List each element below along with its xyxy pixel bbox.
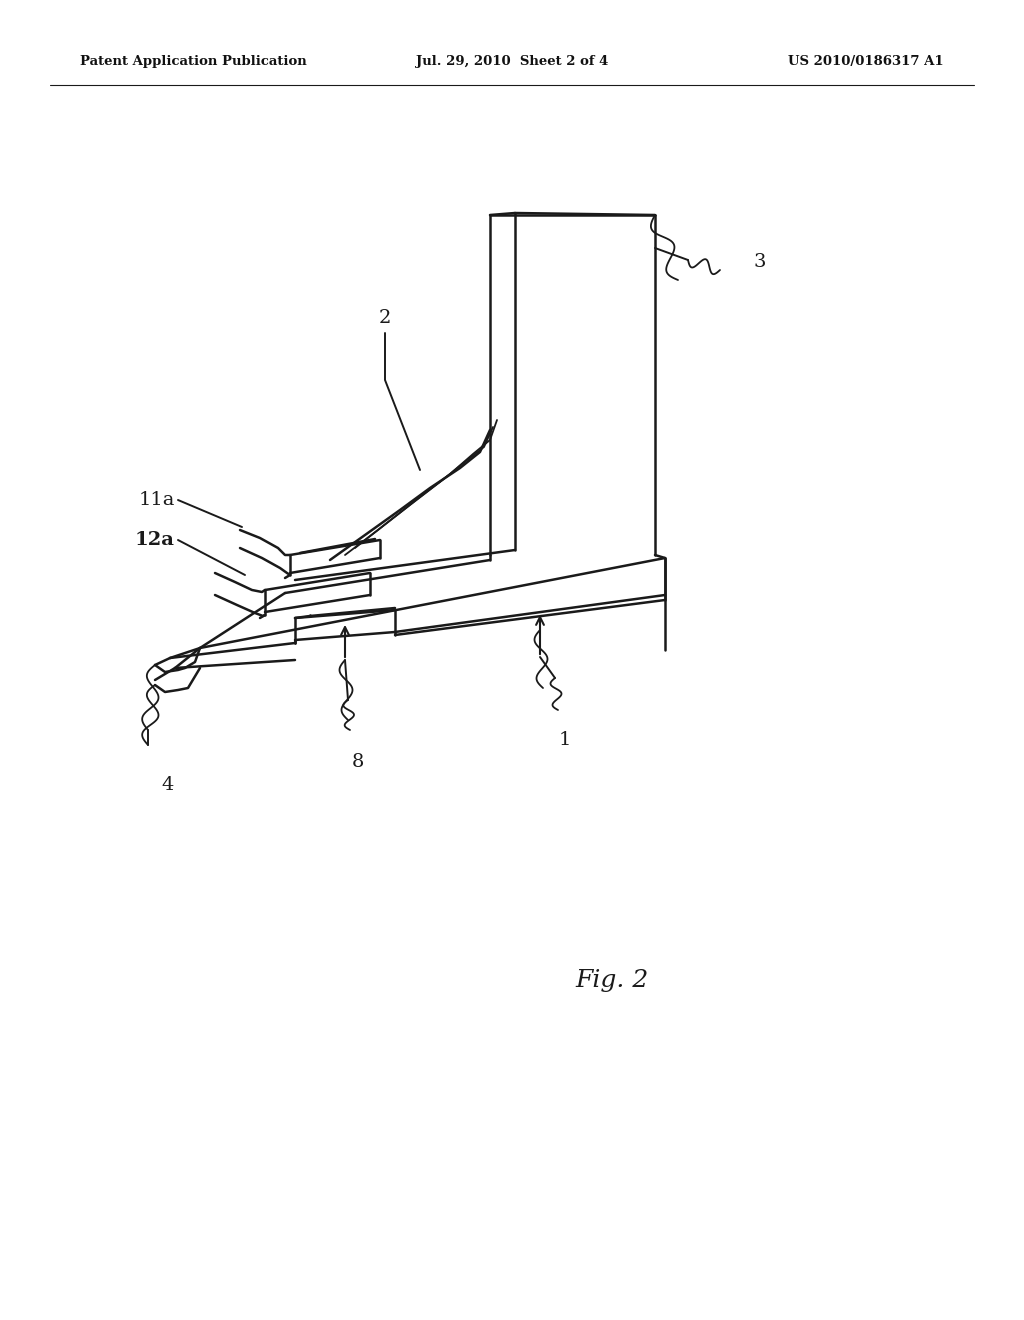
Text: 11a: 11a bbox=[138, 491, 175, 510]
Text: 12a: 12a bbox=[135, 531, 175, 549]
Text: 8: 8 bbox=[352, 752, 365, 771]
Text: 3: 3 bbox=[754, 253, 766, 271]
Text: 2: 2 bbox=[379, 309, 391, 327]
Text: 1: 1 bbox=[559, 731, 571, 748]
Text: Fig. 2: Fig. 2 bbox=[575, 969, 648, 991]
Text: 4: 4 bbox=[162, 776, 174, 795]
Text: Jul. 29, 2010  Sheet 2 of 4: Jul. 29, 2010 Sheet 2 of 4 bbox=[416, 55, 608, 69]
Text: US 2010/0186317 A1: US 2010/0186317 A1 bbox=[788, 55, 944, 69]
Text: Patent Application Publication: Patent Application Publication bbox=[80, 55, 307, 69]
